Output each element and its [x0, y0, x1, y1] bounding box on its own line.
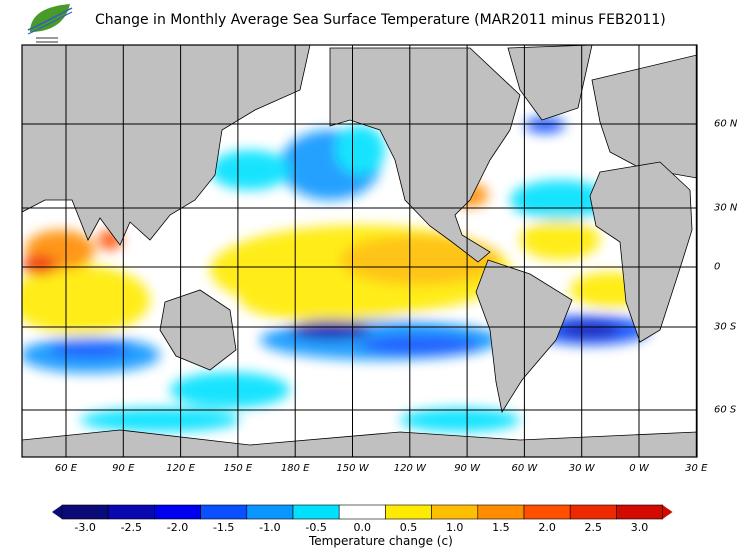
colorbar-swatch — [523, 504, 571, 520]
chart-title: Change in Monthly Average Sea Surface Te… — [95, 12, 666, 28]
lon-label: 150 E — [223, 463, 253, 474]
colorbar-tick-label: 2.0 — [538, 521, 556, 534]
lat-label: 30 S — [714, 321, 737, 333]
colorbar-swatch — [292, 504, 340, 520]
colorbar-tick-label: 0.0 — [353, 521, 372, 534]
colorbar-tick-label: -0.5 — [305, 521, 327, 534]
lon-label: 90 E — [112, 463, 135, 474]
lon-label: 90 W — [454, 463, 480, 474]
colorbar-swatch — [338, 504, 386, 520]
graticule — [22, 45, 697, 457]
colorbar-tick-label: 1.5 — [492, 521, 510, 534]
colorbar-swatch — [154, 504, 201, 520]
colorbar-swatch — [477, 504, 525, 520]
colorbar-swatch — [200, 504, 248, 520]
lon-label: 60 W — [511, 463, 538, 474]
colorbar-tick-label: -3.0 — [74, 521, 96, 534]
colorbar-min-arrow — [52, 505, 62, 519]
colorbar-tick-label: -1.5 — [212, 521, 235, 534]
colorbar-swatch — [385, 504, 432, 520]
lon-label: 30 W — [568, 463, 595, 474]
colorbar-title: Temperature change (c) — [309, 534, 453, 548]
leaf-logo — [27, 4, 73, 43]
antarctica — [22, 429, 697, 457]
lon-label: 0 W — [629, 463, 649, 474]
lat-label: 60 N — [714, 118, 738, 130]
colorbar-tick-label: -1.0 — [259, 521, 281, 534]
lat-label: 0 — [714, 261, 721, 273]
australia — [159, 289, 237, 371]
lat-label: 30 N — [714, 202, 738, 214]
colorbar-tick-label: 1.0 — [445, 521, 464, 534]
lon-label: 120 W — [393, 463, 426, 474]
lon-label: 60 E — [54, 463, 78, 474]
africa — [589, 161, 693, 343]
lon-label: 180 E — [280, 463, 310, 474]
colorbar-tick-label: 2.5 — [584, 521, 603, 534]
lat-label: 60 S — [714, 404, 737, 416]
colorbar-swatch — [107, 504, 155, 520]
colorbar-tick-label: 3.0 — [630, 521, 649, 534]
colorbar-swatch — [569, 504, 617, 520]
lon-label: 30 E — [685, 463, 708, 474]
colorbar-swatch — [431, 504, 479, 520]
lon-label: 120 E — [166, 463, 195, 474]
colorbar-swatch — [616, 504, 663, 520]
colorbar-swatch — [246, 504, 294, 520]
colorbar-tick-label: 0.5 — [399, 521, 418, 534]
colorbar-tick-label: -2.5 — [120, 521, 143, 534]
colorbar-max-arrow — [662, 505, 673, 519]
colorbar — [52, 504, 673, 520]
colorbar-swatch — [61, 504, 109, 520]
colorbar-tick-label: -2.0 — [166, 521, 189, 534]
lon-label: 150 W — [336, 463, 369, 474]
